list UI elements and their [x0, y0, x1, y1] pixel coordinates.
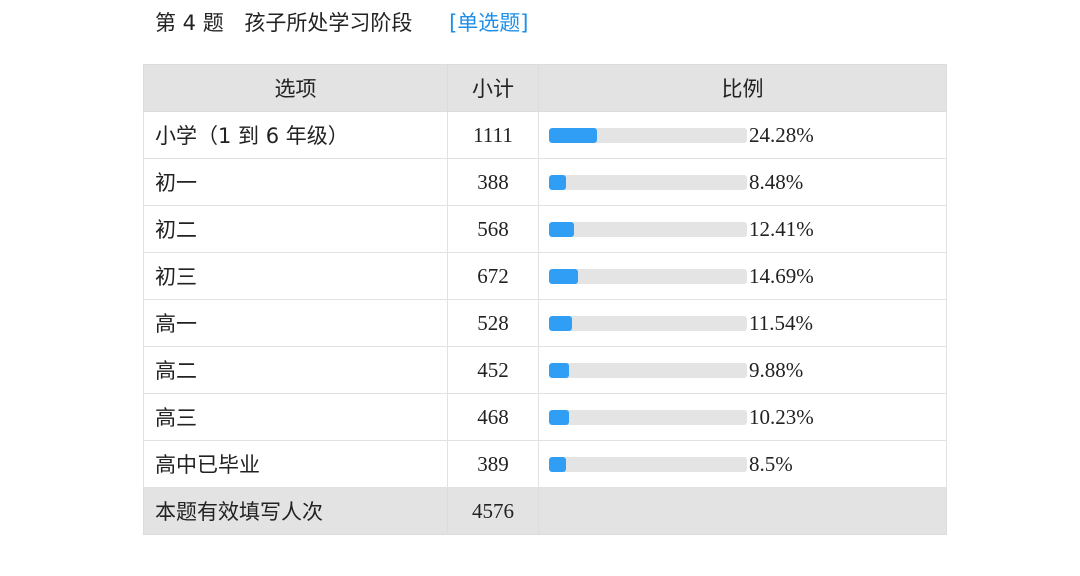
progress-bar-track: [549, 315, 747, 331]
option-label: 高二: [143, 346, 448, 394]
option-ratio-cell: 8.48%: [538, 158, 947, 206]
option-count: 389: [447, 440, 539, 488]
option-count: 388: [447, 158, 539, 206]
option-count: 528: [447, 299, 539, 347]
option-label: 初二: [143, 205, 448, 253]
option-label: 初一: [143, 158, 448, 206]
option-label: 初三: [143, 252, 448, 300]
option-count: 1111: [447, 111, 539, 159]
option-percent: 8.5%: [749, 451, 793, 476]
progress-bar-fill: [549, 362, 569, 378]
option-ratio-cell: 10.23%: [538, 393, 947, 441]
option-percent: 10.23%: [749, 404, 814, 429]
progress-bar-fill: [549, 456, 566, 472]
table-body: 小学（1 到 6 年级） 1111 24.28% 初一 388 8.48% 初二 568 12.…: [143, 111, 947, 488]
footer-empty-cell: [538, 487, 947, 535]
table-row: 初二 568 12.41%: [143, 205, 947, 253]
option-count: 672: [447, 252, 539, 300]
header-option: 选项: [143, 64, 448, 112]
table-header-row: 选项 小计 比例: [143, 64, 947, 112]
progress-bar-fill: [549, 221, 574, 237]
option-ratio-cell: 8.5%: [538, 440, 947, 488]
progress-bar-track: [549, 409, 747, 425]
table-row: 高一 528 11.54%: [143, 299, 947, 347]
header-ratio: 比例: [538, 64, 947, 112]
option-count: 468: [447, 393, 539, 441]
table-row: 高中已毕业 389 8.5%: [143, 440, 947, 488]
option-percent: 11.54%: [749, 310, 813, 335]
ratio-bar-group: 9.88%: [549, 358, 946, 383]
progress-bar-fill: [549, 174, 566, 190]
progress-bar-track: [549, 221, 747, 237]
option-label: 小学（1 到 6 年级）: [143, 111, 448, 159]
ratio-bar-group: 8.5%: [549, 452, 946, 477]
ratio-bar-group: 24.28%: [549, 123, 946, 148]
progress-bar-fill: [549, 409, 570, 425]
table-row: 初三 672 14.69%: [143, 252, 947, 300]
progress-bar-fill: [549, 315, 572, 331]
option-percent: 9.88%: [749, 357, 804, 382]
progress-bar-fill: [549, 127, 598, 143]
table-row: 高二 452 9.88%: [143, 346, 947, 394]
progress-bar-track: [549, 456, 747, 472]
option-count: 452: [447, 346, 539, 394]
option-label: 高中已毕业: [143, 440, 448, 488]
progress-bar-track: [549, 362, 747, 378]
ratio-bar-group: 10.23%: [549, 405, 946, 430]
option-count: 568: [447, 205, 539, 253]
header-count: 小计: [447, 64, 539, 112]
question-type-tag: [单选题]: [449, 11, 529, 35]
ratio-bar-group: 11.54%: [549, 311, 946, 336]
option-ratio-cell: 14.69%: [538, 252, 947, 300]
result-table: 选项 小计 比例 小学（1 到 6 年级） 1111 24.28% 初一 388 8.48…: [143, 64, 947, 535]
option-label: 高一: [143, 299, 448, 347]
ratio-bar-group: 12.41%: [549, 217, 946, 242]
table-row: 初一 388 8.48%: [143, 158, 947, 206]
footer-total: 4576: [447, 487, 539, 535]
table-footer-row: 本题有效填写人次 4576: [143, 487, 947, 535]
option-percent: 8.48%: [749, 169, 804, 194]
table-row: 小学（1 到 6 年级） 1111 24.28%: [143, 111, 947, 159]
progress-bar-track: [549, 268, 747, 284]
ratio-bar-group: 14.69%: [549, 264, 946, 289]
question-number: 第 4 题: [155, 11, 224, 35]
ratio-bar-group: 8.48%: [549, 170, 946, 195]
progress-bar-track: [549, 127, 747, 143]
option-ratio-cell: 12.41%: [538, 205, 947, 253]
option-ratio-cell: 9.88%: [538, 346, 947, 394]
question-header: 第 4 题 孩子所处学习阶段 [单选题]: [155, 6, 528, 40]
option-percent: 24.28%: [749, 122, 814, 147]
question-title: 孩子所处学习阶段: [244, 11, 413, 35]
option-label: 高三: [143, 393, 448, 441]
table-row: 高三 468 10.23%: [143, 393, 947, 441]
option-percent: 12.41%: [749, 216, 814, 241]
option-percent: 14.69%: [749, 263, 814, 288]
option-ratio-cell: 24.28%: [538, 111, 947, 159]
footer-label: 本题有效填写人次: [143, 487, 448, 535]
option-ratio-cell: 11.54%: [538, 299, 947, 347]
progress-bar-fill: [549, 268, 579, 284]
progress-bar-track: [549, 174, 747, 190]
